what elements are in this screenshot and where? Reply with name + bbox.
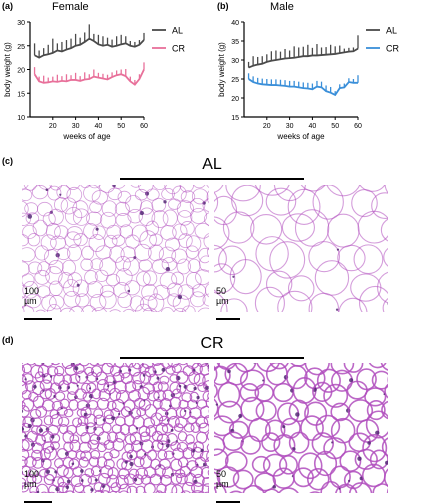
scale-label: 50 µm <box>216 469 240 489</box>
x-tick-label: 60 <box>354 123 362 130</box>
x-tick-label: 50 <box>331 123 339 130</box>
y-tick-label: 40 <box>231 20 239 27</box>
panel-label-d: (d) <box>2 335 14 345</box>
group-label-cr: CR <box>120 335 304 353</box>
y-tick-label: 25 <box>231 77 239 84</box>
legend-entry: AL <box>386 26 397 36</box>
y-tick-label: 20 <box>17 68 25 75</box>
series-line-al <box>35 39 144 58</box>
y-axis-label: body weight (g) <box>3 42 12 97</box>
x-tick-label: 20 <box>49 123 57 130</box>
x-tick-label: 30 <box>286 123 294 130</box>
x-tick-label: 30 <box>72 123 80 130</box>
female-weight-chart: 10 15 20 25 30 20 30 40 50 60 weeks of age body wei… <box>0 0 213 150</box>
group-line-al <box>120 178 304 180</box>
group-label-al: AL <box>120 156 304 174</box>
y-tick-label: 15 <box>231 115 239 122</box>
group-line-cr <box>120 357 304 359</box>
x-tick-label: 40 <box>95 123 103 130</box>
scale-label: 50 µm <box>216 286 240 306</box>
y-tick-label: 25 <box>17 44 25 51</box>
adipocyte-texture <box>214 185 388 312</box>
y-tick-label: 35 <box>231 39 239 46</box>
x-axis-label: weeks of age <box>62 132 111 141</box>
y-tick-label: 15 <box>17 91 25 98</box>
x-axis-label: weeks of age <box>276 132 325 141</box>
y-tick-label: 10 <box>17 115 25 122</box>
y-tick-label: 30 <box>231 58 239 65</box>
scale-label: 100 µm <box>24 286 52 306</box>
adipocyte-texture <box>214 363 388 493</box>
legend-entry: CR <box>172 44 185 54</box>
male-weight-chart: 15 20 25 30 35 40 20 30 40 50 60 weeks of age body w… <box>214 0 427 150</box>
micrograph-al-high-mag <box>214 185 388 312</box>
y-tick-label: 30 <box>17 20 25 27</box>
scale-label: 100 µm <box>24 469 52 489</box>
panel-label-c: (c) <box>2 156 13 166</box>
x-tick-label: 40 <box>309 123 317 130</box>
y-tick-label: 20 <box>231 96 239 103</box>
scale-bar-al-high: 50 µm <box>216 297 240 320</box>
legend-entry: AL <box>172 26 183 36</box>
x-tick-label: 50 <box>117 123 125 130</box>
x-tick-label: 20 <box>263 123 271 130</box>
y-axis-label: body weight (g) <box>217 42 226 97</box>
scale-bar-al-low: 100 µm <box>24 297 52 320</box>
micrograph-cr-high-mag <box>214 363 388 493</box>
legend-entry: CR <box>386 44 399 54</box>
x-tick-label: 60 <box>140 123 148 130</box>
